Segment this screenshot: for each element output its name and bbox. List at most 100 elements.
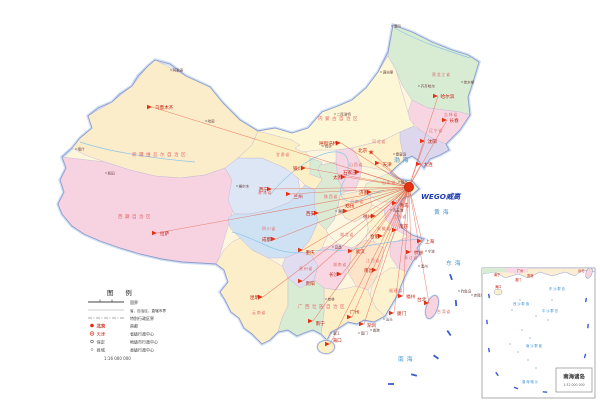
city-label: 包头: [325, 144, 333, 149]
city-dot: [170, 69, 172, 71]
inset-dash-segment: [487, 293, 491, 299]
city-dot: [383, 318, 385, 320]
sea-label: 渤海: [394, 156, 412, 164]
city-dot: [418, 85, 420, 87]
province-label: 江苏省: [393, 214, 407, 219]
city-dot: [325, 298, 327, 300]
route-line: [408, 186, 412, 253]
destination-arrow-icon: [308, 318, 313, 324]
destination-arrow-icon: [341, 174, 346, 180]
destination-label: 合肥: [370, 233, 380, 240]
city-label: 哈密: [208, 119, 216, 124]
destination-label: 济南: [359, 189, 369, 196]
inset-dash-segment: [495, 371, 499, 377]
city-dot: [75, 148, 77, 150]
destination-label: 深圳: [367, 322, 377, 329]
destination-arrow-icon: [286, 191, 291, 197]
destination-arrow-icon: [417, 238, 422, 244]
destination-arrow-icon: [392, 227, 397, 233]
rivers: [79, 27, 471, 254]
destination-label: 武汉: [356, 248, 366, 255]
city-dot: [330, 332, 332, 334]
destination-label: 南昌: [364, 267, 374, 274]
route-line: [312, 186, 410, 322]
svg-text:保定: 保定: [97, 339, 105, 346]
inset-dash-segment: [487, 347, 491, 353]
destination-label: 福州: [406, 293, 416, 300]
svg-text:首都: 首都: [130, 323, 138, 329]
svg-text:特别行政区界: 特别行政区界: [130, 315, 154, 321]
sea-label: 东海: [446, 259, 464, 267]
sea-label: 南海: [398, 355, 416, 363]
sea-label: 黄海: [434, 208, 452, 216]
destination-arrow-icon: [420, 138, 425, 144]
city-label: 宁波: [428, 249, 436, 254]
route-line: [329, 186, 410, 345]
destination-label: 徐州: [363, 213, 373, 220]
destination-arrow-icon: [147, 104, 152, 110]
destination-arrow-icon: [258, 294, 263, 300]
destination-label: 银川: [293, 165, 303, 172]
inset-island-dot: [521, 329, 523, 331]
destination-arrow-icon: [336, 140, 341, 146]
route-line: [351, 186, 410, 318]
route-line: [393, 186, 410, 314]
route-line: [318, 186, 410, 214]
route-line: [408, 119, 448, 188]
route-line: [402, 186, 410, 297]
nine-dash-line: [388, 273, 458, 385]
inset-label: 南海诸岛: [563, 373, 585, 381]
destination-label: 厦门: [397, 310, 407, 317]
city-label: 阿勒泰: [173, 68, 184, 73]
destination-arrow-icon: [298, 278, 303, 284]
destination-label: 长沙: [329, 271, 339, 278]
city-dot: [391, 25, 393, 27]
destination-arrow-icon: [355, 169, 360, 175]
legend-row-national-boundary: 国界: [88, 299, 138, 305]
destination-label: 太原: [333, 174, 343, 181]
city-label: 格尔木: [239, 184, 250, 189]
destination-arrow-icon: [416, 161, 421, 167]
inset-city-label: 澳门: [515, 277, 521, 282]
city-label: 湛江: [333, 331, 341, 336]
province-label: 广西壮族自治区: [298, 303, 347, 310]
city-dot: [334, 113, 336, 115]
route-line: [371, 186, 410, 193]
china-outline: [57, 24, 480, 345]
route-line: [370, 151, 410, 188]
destination-arrow-icon: [424, 300, 429, 306]
province-label: 安徽省: [377, 226, 391, 231]
province-label: 山东省: [382, 180, 396, 185]
inset-dash-segment: [584, 297, 588, 303]
legend-row-provincial-center: 天津 省级行政中心: [89, 331, 154, 338]
province-fills: [58, 25, 479, 344]
city-label: 连云港: [393, 208, 404, 213]
province-label: 台湾省: [437, 309, 451, 314]
destination-arrow-icon: [343, 208, 348, 214]
city-dot: [398, 181, 400, 183]
route-line: [408, 186, 423, 242]
svg-text:省、自治区、直辖市界: 省、自治区、直辖市界: [130, 308, 166, 313]
inset-island-label: 中沙群岛: [542, 308, 559, 313]
inset-city-label: 香港: [527, 273, 534, 278]
city-label: 二连浩特: [337, 112, 352, 117]
destination-arrow-icon: [359, 321, 364, 327]
destination-label: 拉萨: [160, 230, 170, 237]
city-label: 宜昌: [335, 245, 343, 250]
destination-label: 西安: [306, 210, 316, 217]
city-dot: [471, 294, 473, 296]
city-dot: [390, 209, 392, 211]
destination-label: 青岛: [400, 202, 410, 209]
destination-label: 大连: [424, 161, 434, 168]
route-line: [408, 186, 430, 304]
inset-city-label: 台北: [578, 268, 585, 273]
destination-arrow-icon: [372, 267, 377, 273]
city-dot: [335, 210, 337, 212]
destination-arrow-icon: [375, 160, 380, 166]
city-label: 香港: [373, 328, 381, 333]
